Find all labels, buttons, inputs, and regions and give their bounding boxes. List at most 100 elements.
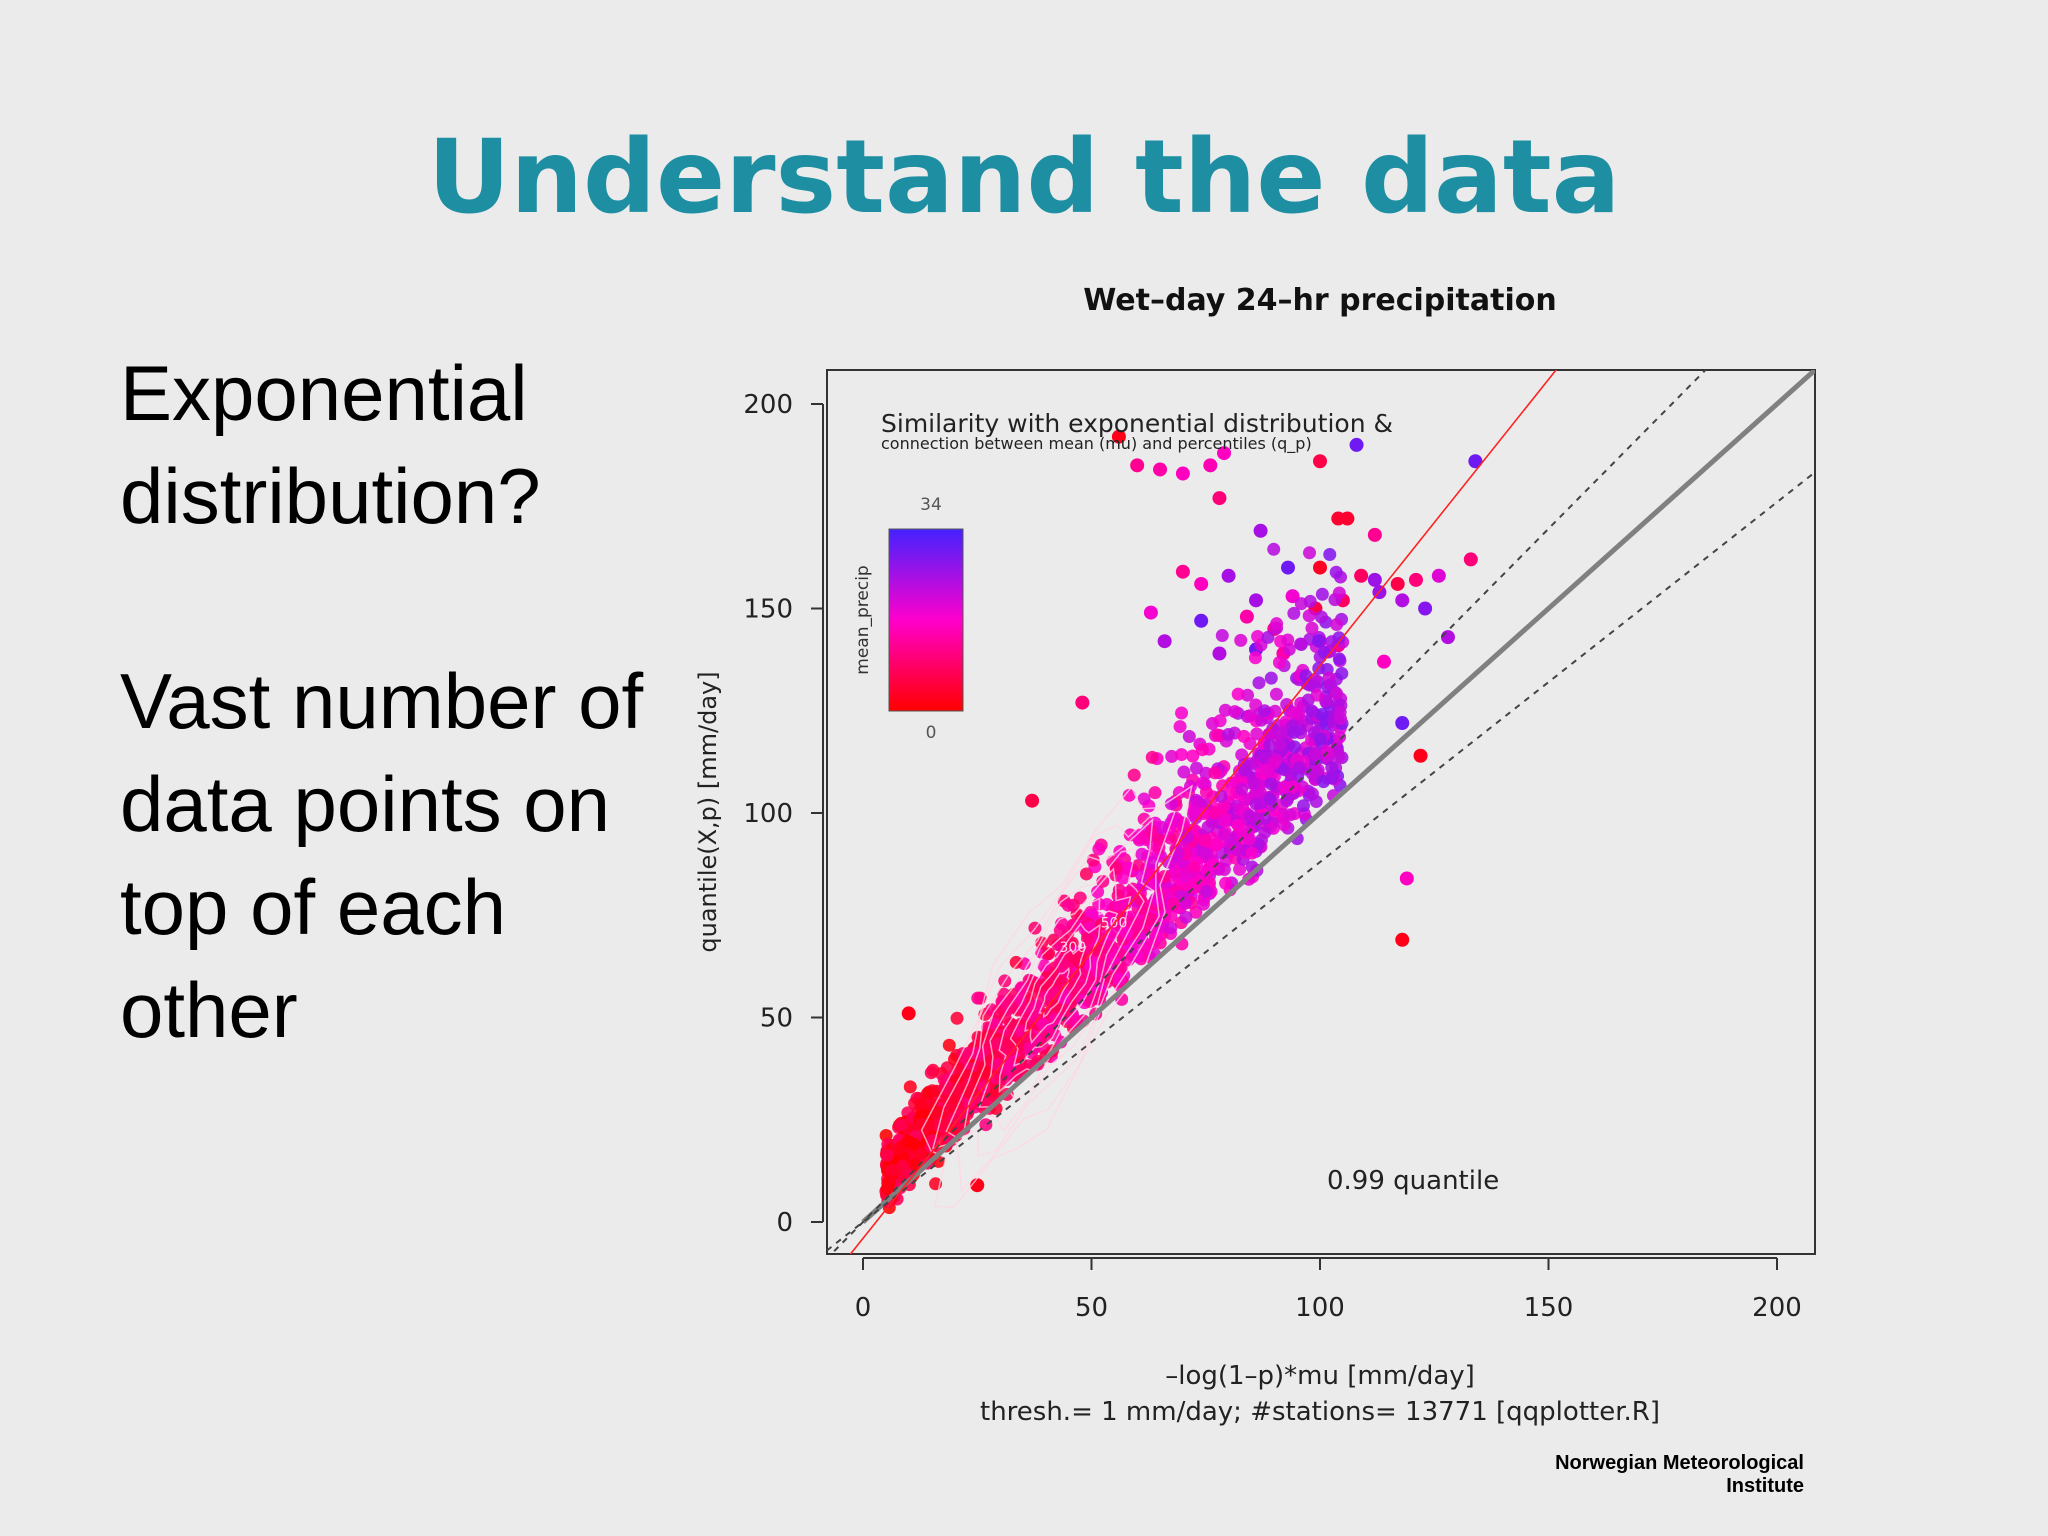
x-tick-label: 150 [1524,1293,1574,1323]
dense-point [1228,705,1242,719]
bullet-exponential: Exponential distribution? [120,349,541,540]
dense-point [1278,780,1292,794]
dense-point [933,1105,947,1119]
dense-point [1217,799,1231,813]
x-axis-label: –log(1–p)*mu [mm/day] [1165,1361,1475,1391]
data-point [1130,458,1145,473]
reference-line-identity [861,370,1815,1224]
data-point [1153,462,1168,477]
data-point [1157,634,1172,649]
dense-point [1310,688,1324,702]
dense-point [1080,932,1094,946]
dense-point [1249,797,1263,811]
dense-point [907,1137,921,1151]
dense-point [978,1065,992,1079]
dense-point [1111,897,1125,911]
dense-point [1157,870,1171,884]
dense-point [1164,921,1178,935]
dense-point [924,1066,938,1080]
dense-point [1292,761,1306,775]
dense-point [1112,972,1126,986]
dense-point [1187,860,1201,874]
plot-frame [826,369,1816,1255]
dense-point [1181,830,1195,844]
dense-point [1233,862,1247,876]
data-point [1111,429,1126,444]
dense-point [1237,757,1251,771]
dense-point [894,1118,908,1132]
dense-point [1218,814,1232,828]
data-point [1313,454,1327,469]
data-point [1418,601,1433,616]
dense-point [1248,651,1262,665]
data-point [1194,576,1209,591]
dense-point [1029,999,1043,1013]
colorbar [888,528,964,712]
dense-point [949,1082,963,1096]
dense-point [1215,629,1229,643]
dense-point [896,1159,910,1173]
data-point [1281,560,1296,575]
dense-point [1314,610,1328,624]
dense-point [1211,728,1225,742]
dense-point [1196,897,1210,911]
y-tick-label: 0 [776,1208,793,1238]
dense-point [1221,728,1235,742]
dense-point [1263,792,1277,806]
dense-point [1127,768,1141,782]
dense-point [1331,745,1345,759]
institute-credit: Norwegian Meteorological Institute [1555,1452,1804,1497]
dense-point [1264,777,1278,791]
dense-point [938,1082,952,1096]
data-point [1025,793,1040,808]
data-point [1313,560,1327,575]
reference-line-upper-bound [829,370,1707,1254]
bullet-data-points: Vast number of data points on top of eac… [120,657,644,1054]
x-tick-label: 200 [1752,1293,1802,1323]
dense-point [1296,799,1310,813]
y-tick-label: 200 [743,390,793,420]
dense-point [1237,729,1251,743]
data-point [1143,605,1158,620]
inner-title: Similarity with exponential distribution… [881,409,1393,438]
dense-point [1330,617,1344,631]
dense-point [1079,867,1093,881]
data-point [1239,609,1254,624]
dense-point [1135,847,1149,861]
data-point [1075,695,1090,710]
data-point [901,1006,916,1021]
dense-point [1095,961,1109,975]
dense-point [1257,751,1271,765]
dense-point [1283,808,1297,822]
data-point [1253,523,1268,538]
dense-point [1305,704,1319,718]
dense-point [1234,633,1248,647]
dense-point [1294,637,1308,651]
dense-point [1274,738,1288,752]
dense-point [880,1148,894,1162]
data-point [1431,568,1446,583]
dense-point [1231,818,1245,832]
dense-point [1292,707,1306,721]
dense-point [1177,765,1191,779]
dense-point [1280,794,1294,808]
dense-point [1288,740,1302,754]
dense-point [1109,861,1123,875]
dense-point [1104,939,1118,953]
dense-point [1137,812,1151,826]
dense-point [1219,876,1233,890]
dense-point [1272,655,1286,669]
dense-point [1047,986,1061,1000]
dense-point [885,1164,899,1178]
data-point [1349,437,1364,452]
dense-point [1281,633,1295,647]
dense-point [1136,878,1150,892]
data-point [1221,568,1236,583]
dense-point [1188,805,1202,819]
data-point [1175,466,1190,481]
dense-point [942,1038,956,1052]
data-point [1249,593,1264,608]
dense-point [915,1146,929,1160]
contour-label: 300 [1060,940,1087,956]
